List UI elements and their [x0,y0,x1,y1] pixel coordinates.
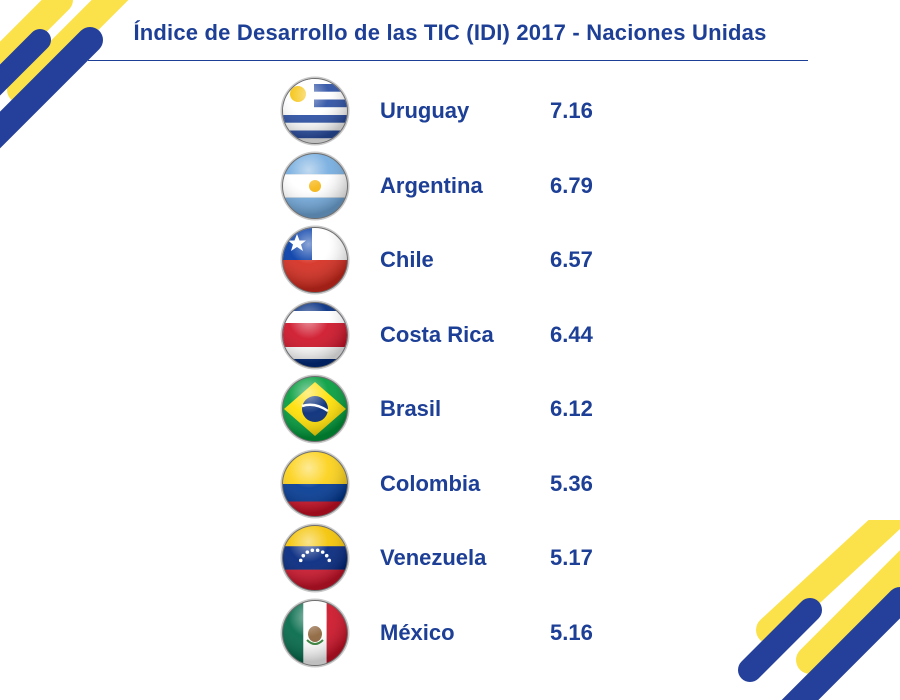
mexico-flag-icon [280,598,350,667]
idi-value: 6.44 [550,321,593,347]
country-label: Chile [380,247,434,272]
bottom-right-decoration [738,520,900,700]
table-row: Colombia 5.36 [280,449,700,519]
table-row: Venezuela 5.17 [280,523,700,593]
venezuela-flag-icon [280,523,350,593]
idi-value: 6.57 [550,247,593,272]
table-row: Costa Rica 6.44 [280,300,700,370]
table-row: Chile 6.57 [280,225,700,295]
chile-flag-icon [280,225,350,295]
country-label: Uruguay [380,98,470,123]
title-divider [88,60,808,61]
idi-value: 6.79 [550,172,593,198]
idi-value: 5.17 [550,545,593,570]
idi-value: 7.16 [550,98,593,123]
country-label: Colombia [380,470,481,496]
idi-value: 5.16 [550,619,593,645]
country-label: Brasil [380,396,442,421]
costa-rica-flag-icon [280,300,350,369]
country-label: Argentina [380,172,483,198]
table-row: Brasil 6.12 [280,374,700,444]
table-row: Argentina 6.79 [280,151,700,221]
top-left-decoration [0,0,129,149]
argentina-flag-icon [280,151,350,220]
idi-value: 6.12 [550,396,593,421]
colombia-flag-icon [280,449,350,518]
country-label: México [380,619,455,645]
table-row: México 5.16 [280,598,700,668]
idi-value: 5.36 [550,470,593,496]
brazil-flag-icon [280,374,350,444]
country-label: Costa Rica [380,321,494,347]
table-row: Uruguay 7.16 [280,76,700,146]
uruguay-flag-icon [280,76,350,146]
chart-title: Índice de Desarrollo de las TIC (IDI) 20… [133,20,767,45]
country-label: Venezuela [380,545,487,570]
